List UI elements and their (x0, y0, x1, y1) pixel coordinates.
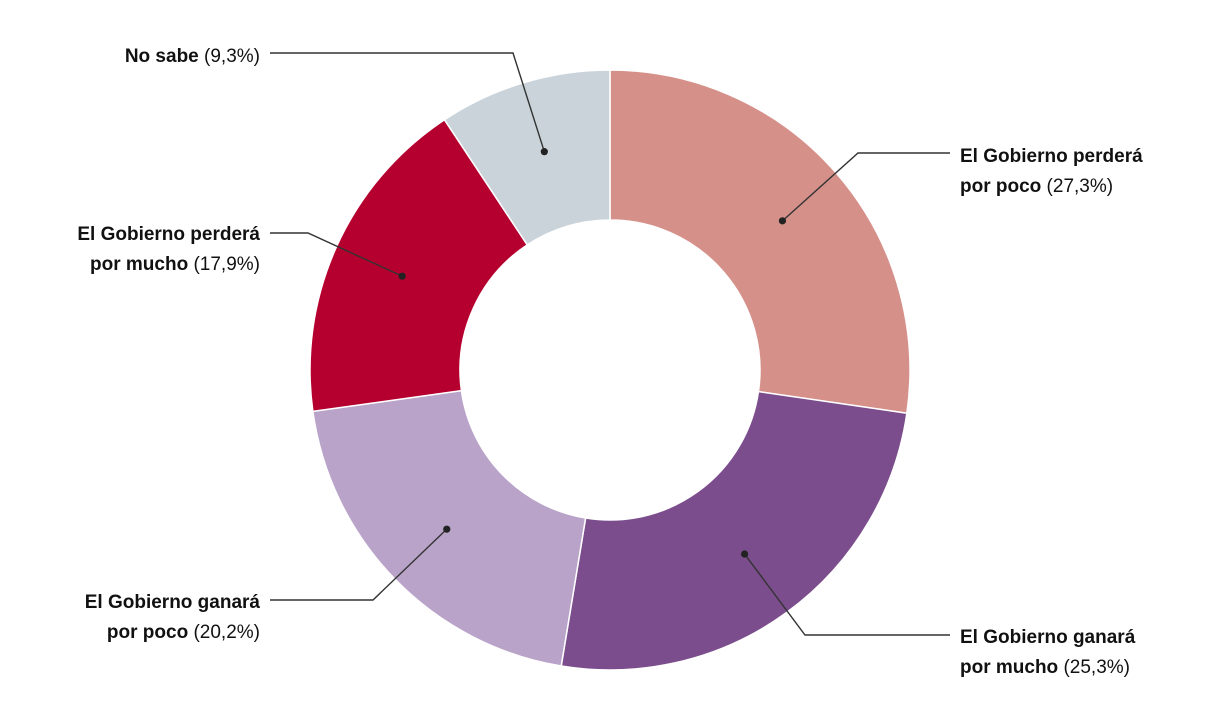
slice-label-text: por mucho (90, 254, 188, 275)
leader-dot-el-gobierno-perdera-por-poco (778, 217, 787, 225)
slice-label-text: El Gobierno ganará (960, 627, 1136, 648)
slice-label-text: por mucho (960, 657, 1058, 678)
leader-dot-el-gobierno-ganara-por-poco (443, 525, 451, 533)
slice-label-el-gobierno-ganara-por-mucho-line-1: El Gobierno ganará (960, 627, 1136, 648)
slice-el-gobierno-perdera-por-poco (609, 69, 911, 415)
slice-label-el-gobierno-ganara-por-mucho-line-2: por mucho (25,3%) (960, 657, 1130, 678)
slice-label-el-gobierno-perdera-por-mucho-line-1: El Gobierno perderá (77, 224, 260, 245)
slice-label-text: El Gobierno ganará (85, 592, 261, 613)
slice-percent-label: (27,3%) (1041, 176, 1113, 197)
slice-label-el-gobierno-ganara-por-poco-line-2: por poco (20,2%) (107, 622, 260, 643)
labels-layer: El Gobierno perderá por poco (27,3%) El Go… (77, 46, 1143, 678)
slice-label-no-sabe-line-1: No sabe (9,3%) (125, 46, 260, 67)
leader-dot-el-gobierno-ganara-por-mucho (740, 550, 749, 558)
leader-line-el-gobierno-ganara-por-mucho (744, 553, 950, 636)
slice-label-text: El Gobierno perderá (77, 224, 260, 245)
slice-el-gobierno-perdera-por-mucho (309, 118, 529, 413)
leader-dot-no-sabe (540, 148, 548, 156)
slices-layer (309, 69, 911, 671)
slice-label-el-gobierno-perdera-por-poco-line-1: El Gobierno perderá (960, 146, 1143, 167)
slice-percent-label: (25,3%) (1058, 657, 1130, 678)
leaders-layer (270, 52, 950, 636)
slice-label-text: por poco (960, 176, 1041, 197)
leader-line-el-gobierno-ganara-por-poco (270, 528, 448, 601)
slice-percent-label: (17,9%) (188, 254, 260, 275)
slice-percent-label: (20,2%) (188, 622, 260, 643)
slice-label-el-gobierno-perdera-por-poco-line-2: por poco (27,3%) (960, 176, 1113, 197)
leader-line-el-gobierno-perdera-por-mucho (270, 232, 403, 277)
slice-label-el-gobierno-perdera-por-mucho-line-2: por mucho (17,9%) (90, 254, 260, 275)
leader-line-el-gobierno-perdera-por-poco (781, 152, 950, 222)
slice-label-el-gobierno-ganara-por-poco-line-1: El Gobierno ganará (85, 592, 261, 613)
slice-label-text: No sabe (125, 46, 199, 67)
leader-dot-el-gobierno-perdera-por-mucho (398, 272, 406, 280)
slice-label-text: por poco (107, 622, 188, 643)
slice-percent-label: (9,3%) (199, 46, 260, 67)
slice-no-sabe (443, 69, 611, 246)
slice-el-gobierno-ganara-por-mucho (560, 390, 908, 671)
leader-line-no-sabe (270, 52, 545, 152)
slice-label-text: El Gobierno perderá (960, 146, 1143, 167)
